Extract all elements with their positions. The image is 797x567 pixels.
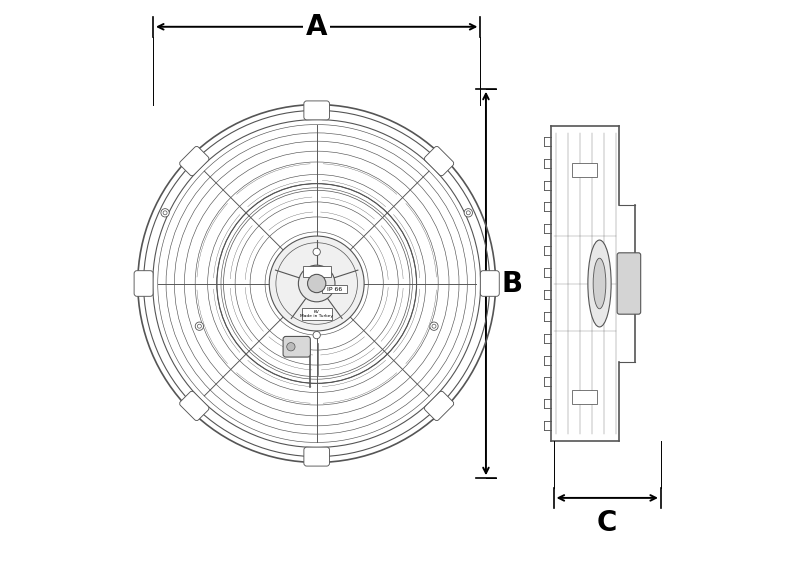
- Ellipse shape: [588, 240, 611, 327]
- Circle shape: [466, 211, 470, 215]
- Circle shape: [195, 322, 203, 331]
- FancyBboxPatch shape: [134, 270, 153, 297]
- Circle shape: [269, 236, 364, 331]
- Circle shape: [287, 342, 295, 351]
- Circle shape: [313, 248, 320, 256]
- Text: C: C: [597, 509, 618, 537]
- Circle shape: [464, 209, 473, 217]
- FancyBboxPatch shape: [304, 101, 329, 120]
- FancyBboxPatch shape: [179, 391, 209, 421]
- Circle shape: [163, 211, 167, 215]
- FancyBboxPatch shape: [283, 336, 310, 357]
- Text: IP 66: IP 66: [327, 287, 342, 292]
- FancyBboxPatch shape: [303, 266, 331, 277]
- Text: B: B: [502, 269, 523, 298]
- Circle shape: [432, 324, 436, 328]
- FancyBboxPatch shape: [424, 146, 453, 176]
- Circle shape: [198, 324, 202, 328]
- Circle shape: [138, 104, 496, 463]
- FancyBboxPatch shape: [572, 163, 598, 176]
- FancyBboxPatch shape: [481, 270, 499, 297]
- FancyBboxPatch shape: [424, 391, 453, 421]
- Circle shape: [308, 274, 326, 293]
- FancyBboxPatch shape: [179, 146, 209, 176]
- Ellipse shape: [593, 258, 606, 309]
- Circle shape: [430, 322, 438, 331]
- FancyBboxPatch shape: [617, 253, 641, 314]
- FancyBboxPatch shape: [572, 391, 598, 404]
- Text: A: A: [306, 13, 328, 41]
- FancyBboxPatch shape: [304, 447, 329, 466]
- FancyBboxPatch shape: [302, 308, 332, 320]
- Text: KV
Made in Turkey: KV Made in Turkey: [300, 310, 333, 318]
- Circle shape: [298, 265, 335, 302]
- FancyBboxPatch shape: [545, 120, 641, 447]
- Circle shape: [313, 332, 320, 338]
- FancyBboxPatch shape: [322, 285, 347, 294]
- Circle shape: [161, 209, 169, 217]
